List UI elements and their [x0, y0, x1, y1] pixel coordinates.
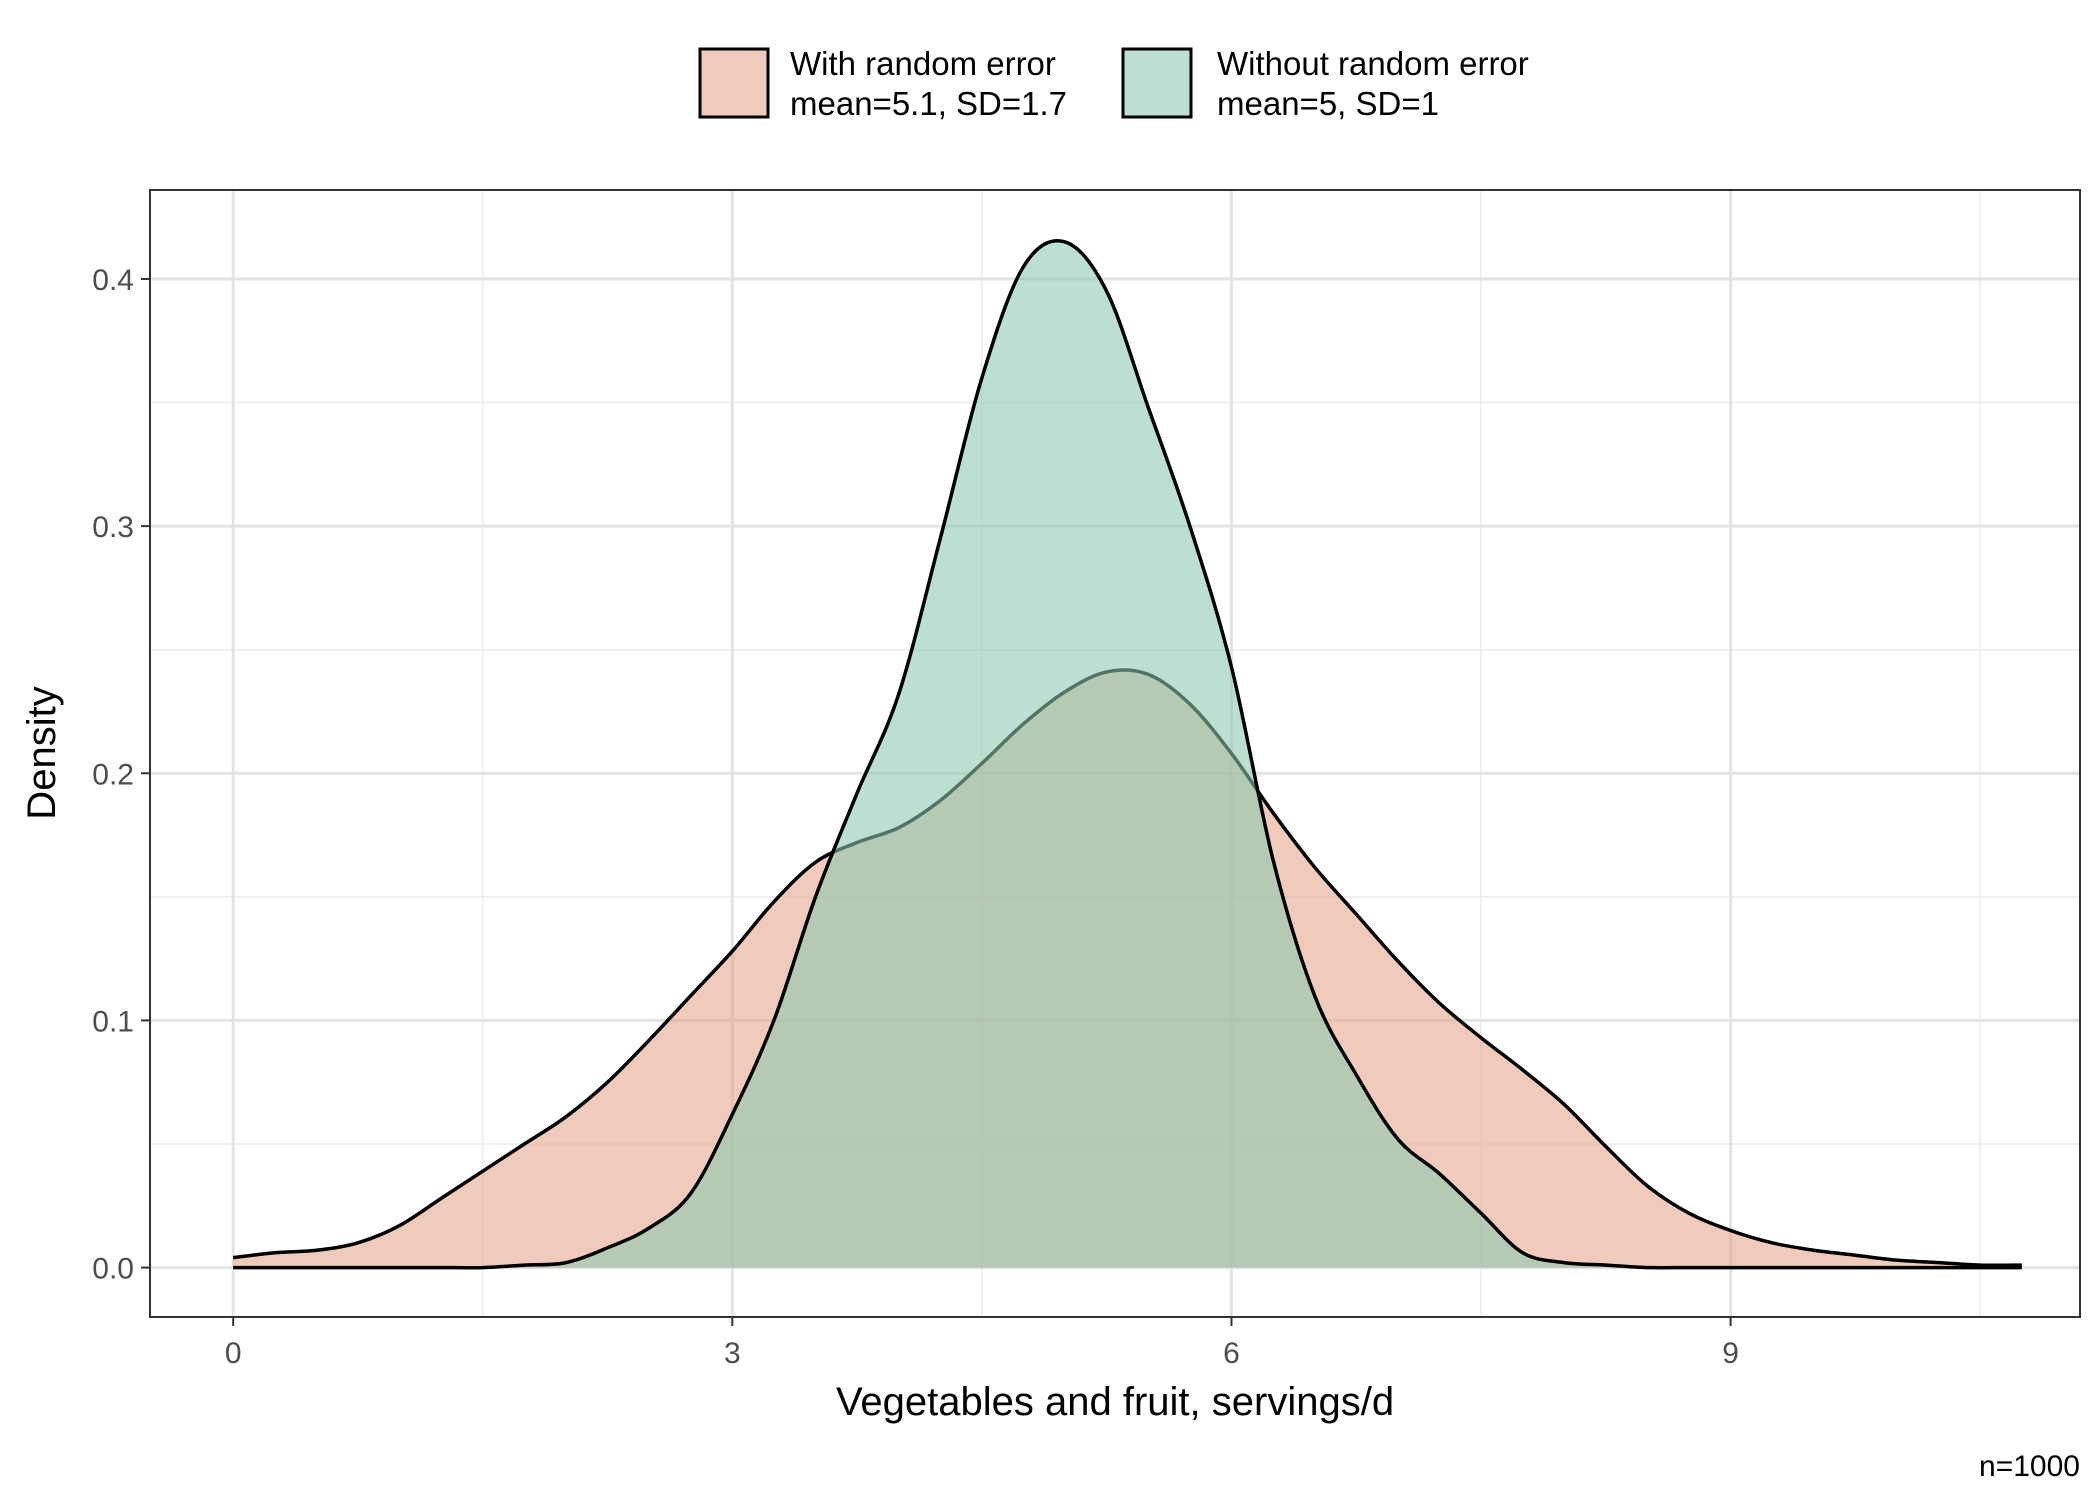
caption-n: n=1000	[1979, 1450, 2080, 1483]
density-line-without-random-error	[233, 239, 2022, 1270]
density-area-without-random-error	[233, 240, 2022, 1268]
y-tick-label: 0.3	[92, 511, 134, 544]
x-tick-label: 9	[1722, 1337, 1739, 1370]
y-tick-label: 0.0	[92, 1253, 134, 1286]
y-tick-label: 0.4	[92, 264, 134, 297]
y-axis-title: Density	[20, 686, 64, 819]
legend-key-with-random-error	[698, 47, 770, 119]
legend: With random error mean=5.1, SD=1.7 Witho…	[698, 45, 1529, 122]
x-tick-label: 6	[1223, 1337, 1240, 1370]
legend-label-without-random-error-line2: mean=5, SD=1	[1217, 85, 1439, 122]
legend-label-without-random-error-line1: Without random error	[1217, 45, 1529, 82]
x-tick-label: 0	[225, 1337, 242, 1370]
legend-label-with-random-error-line1: With random error	[790, 45, 1056, 82]
x-tick-label: 3	[724, 1337, 741, 1370]
plot-panel-border	[149, 189, 2081, 1318]
legend-label-with-random-error-line2: mean=5.1, SD=1.7	[790, 85, 1067, 122]
y-tick-label: 0.2	[92, 758, 134, 791]
x-axis-ticks: 0 3 6 9	[225, 1317, 1739, 1370]
x-axis-title: Vegetables and fruit, servings/d	[836, 1380, 1394, 1424]
y-axis-ticks: 0.0 0.1 0.2 0.3 0.4	[92, 264, 150, 1286]
density-areas	[232, 239, 2022, 1270]
y-tick-label: 0.1	[92, 1005, 134, 1038]
legend-key-without-random-error	[1121, 47, 1193, 119]
